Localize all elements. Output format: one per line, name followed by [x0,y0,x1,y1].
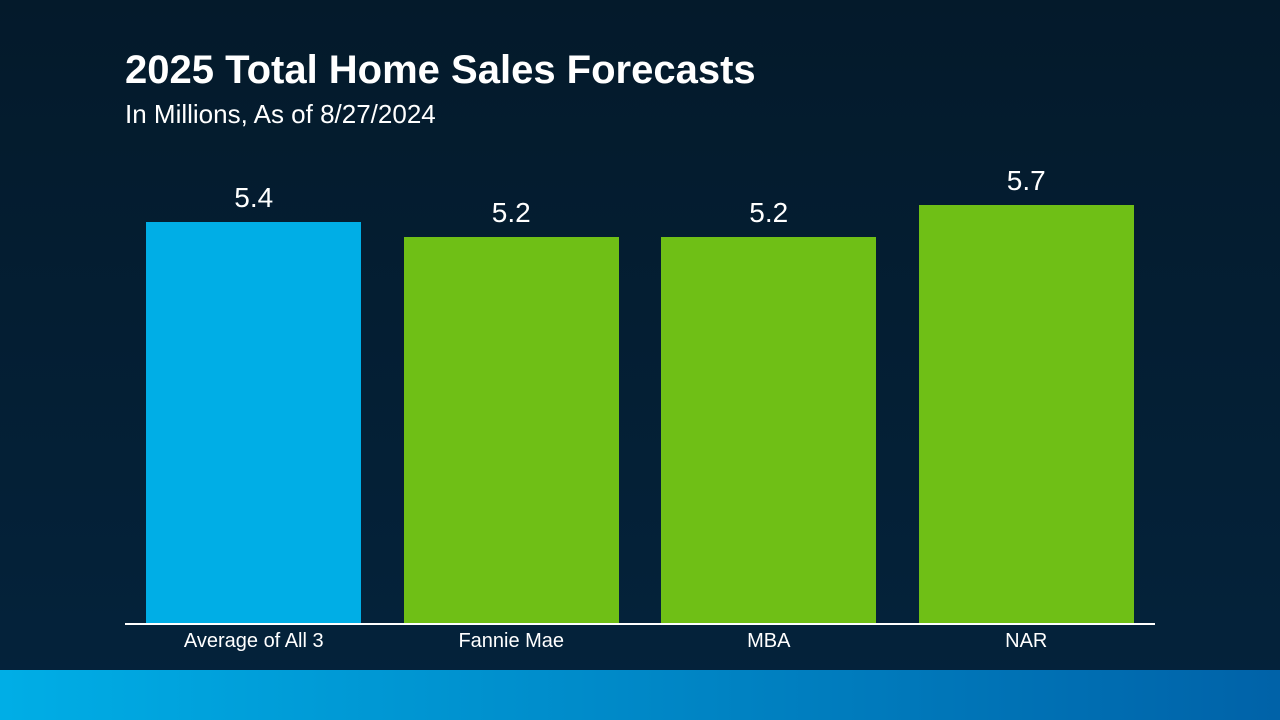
chart-header: 2025 Total Home Sales Forecasts In Milli… [125,48,756,130]
bar-value-label: 5.4 [234,182,273,214]
bar-chart: 5.4 5.2 5.2 5.7 Average of All 3Fannie MaeM… [125,165,1155,660]
x-axis-line [125,623,1155,625]
bar-value-label: 5.2 [749,197,788,229]
bar-slot: 5.2 [640,165,898,623]
category-label: Fannie Mae [383,630,641,660]
category-label: Average of All 3 [125,630,383,660]
bar [661,237,876,623]
bar-slot: 5.2 [383,165,641,623]
footer-stripe [0,670,1280,720]
bar [404,237,619,623]
chart-title: 2025 Total Home Sales Forecasts [125,48,756,93]
bar-value-label: 5.2 [492,197,531,229]
bar-slot: 5.7 [898,165,1156,623]
bar-slot: 5.4 [125,165,383,623]
bar-value-label: 5.7 [1007,165,1046,197]
category-labels: Average of All 3Fannie MaeMBANAR [125,630,1155,660]
bars-container: 5.4 5.2 5.2 5.7 [125,165,1155,623]
bar [919,205,1134,623]
bar [146,222,361,623]
category-label: MBA [640,630,898,660]
category-label: NAR [898,630,1156,660]
chart-subtitle: In Millions, As of 8/27/2024 [125,99,756,130]
